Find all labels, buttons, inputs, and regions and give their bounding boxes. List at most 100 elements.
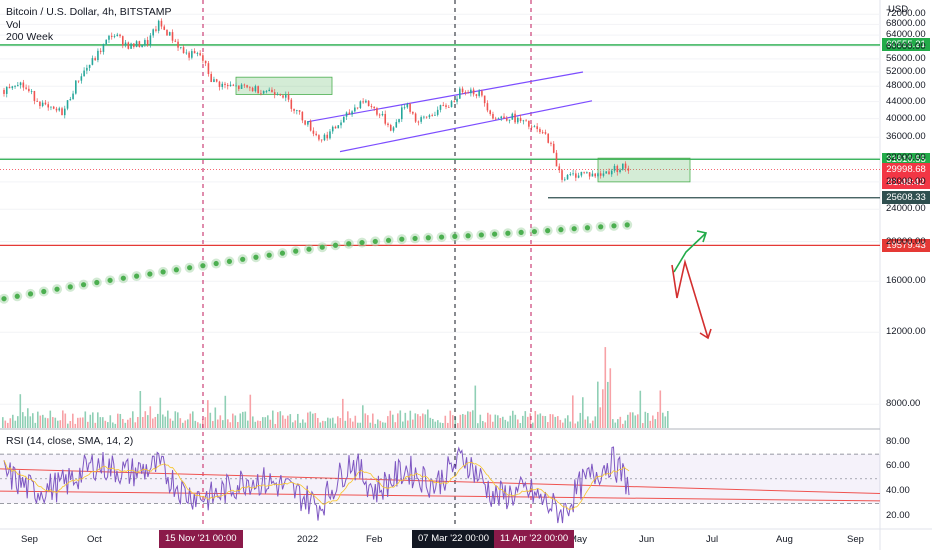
volume-bar <box>304 422 307 428</box>
candle-body <box>102 44 105 52</box>
candle-body <box>387 123 389 126</box>
candle-body <box>204 60 207 64</box>
volume-bar <box>337 416 339 428</box>
candle-body <box>378 114 381 116</box>
volume-bar <box>459 414 462 428</box>
price-tag: 31810.55 <box>882 152 930 166</box>
candle-body <box>472 89 475 95</box>
volume-bar <box>142 417 144 428</box>
candle-body <box>271 89 273 93</box>
volume-bar <box>619 416 622 428</box>
candle-body <box>146 40 149 45</box>
volume-bar <box>384 422 387 428</box>
candle-body <box>442 105 445 106</box>
volume-bar <box>654 419 657 428</box>
time-tick-label: Jun <box>639 534 655 545</box>
candle-body <box>434 114 436 116</box>
volume-bar <box>344 420 347 428</box>
candle-body <box>226 84 229 87</box>
candle-body <box>376 108 378 115</box>
volume-bar <box>339 417 342 428</box>
volume-bar <box>69 420 72 428</box>
candle-body <box>279 94 282 96</box>
candle-body <box>88 64 91 68</box>
volume-bar <box>144 411 147 428</box>
volume-bar <box>94 422 97 428</box>
volume-bar <box>267 415 269 428</box>
candle-body <box>497 118 500 120</box>
candle-body <box>610 170 613 175</box>
time-tick-label: 2022 <box>297 534 319 545</box>
consolidation-box <box>235 76 333 95</box>
volume-bar <box>164 416 167 428</box>
candle-body <box>467 92 469 94</box>
volume-bar <box>457 423 459 428</box>
candle-body <box>318 135 320 140</box>
candle-body <box>384 113 387 124</box>
candle-body <box>481 91 483 96</box>
volume-bar <box>7 422 9 428</box>
candle-body <box>536 126 538 130</box>
candle-body <box>243 84 246 86</box>
candle-body <box>447 106 450 108</box>
volume-bar <box>104 420 107 428</box>
volume-bar <box>314 413 317 428</box>
volume-bar <box>342 398 344 428</box>
candle-body <box>622 163 624 170</box>
volume-bar <box>289 414 292 428</box>
ma-point <box>465 233 471 239</box>
time-marker-badge: 15 Nov '21 00:00 <box>159 530 243 548</box>
volume-bar <box>204 417 207 428</box>
volume-bar <box>44 417 47 428</box>
candle-body <box>22 82 25 88</box>
candle-body <box>75 80 77 94</box>
candle-body <box>486 103 489 111</box>
candle-body <box>273 92 276 95</box>
volume-bar <box>414 413 417 428</box>
candle-body <box>619 169 621 173</box>
candle-body <box>185 52 188 54</box>
volume-bar <box>172 420 174 428</box>
candle-body <box>41 102 44 107</box>
candle-body <box>547 133 550 143</box>
volume-bar <box>557 416 559 428</box>
price-tick-label: 28000.00 <box>886 175 926 187</box>
volume-bar <box>349 418 352 428</box>
candle-body <box>575 173 577 178</box>
volume-bar <box>217 419 219 428</box>
candle-body <box>207 63 210 75</box>
volume-bar <box>464 414 467 428</box>
volume-bar <box>177 412 179 428</box>
volume-bar <box>592 420 594 428</box>
rsi-tick-label: 20.00 <box>886 509 910 521</box>
candle-body <box>166 29 168 36</box>
candle-body <box>152 29 154 36</box>
ma-point <box>80 282 87 288</box>
volume-bar <box>634 415 637 428</box>
time-tick-label: Sep <box>21 534 38 545</box>
price-tick-label: 60000.00 <box>886 40 926 52</box>
volume-bar <box>132 411 134 428</box>
candle-body <box>483 95 486 104</box>
volume-bar <box>594 416 597 428</box>
price-tick-label: 12000.00 <box>886 326 926 338</box>
volume-bar <box>512 410 514 428</box>
volume-bar <box>77 417 79 428</box>
volume-bar <box>199 423 202 428</box>
candle-body <box>127 42 130 49</box>
candle-body <box>144 40 146 46</box>
volume-bar <box>617 419 619 428</box>
down-arrow-head <box>699 328 712 340</box>
volume-bar <box>397 413 399 428</box>
candle-body <box>254 86 257 92</box>
volume-bar <box>364 413 367 428</box>
volume-bar <box>252 416 254 428</box>
volume-bar <box>52 417 54 428</box>
candle-body <box>356 107 359 109</box>
volume-bar <box>519 423 522 428</box>
volume-bar <box>92 412 94 428</box>
volume-bar <box>649 420 652 428</box>
ma-point <box>67 284 73 290</box>
volume-bar <box>647 412 649 428</box>
